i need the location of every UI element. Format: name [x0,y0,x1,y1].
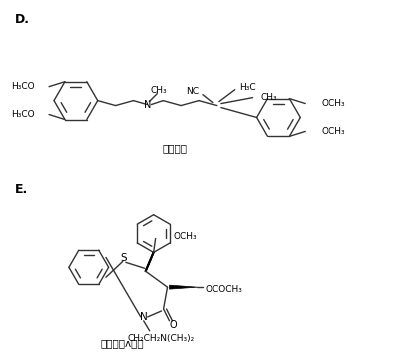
Text: OCH₃: OCH₃ [321,99,345,108]
Text: NC: NC [186,87,199,96]
Text: CH₂CH₂N(CH₃)₂: CH₂CH₂N(CH₃)₂ [128,334,195,343]
Text: OCOCH₃: OCOCH₃ [205,285,242,294]
Polygon shape [170,285,197,289]
Text: 地尔硫（ᴧ卑）: 地尔硫（ᴧ卑） [101,338,144,348]
Text: CH₃: CH₃ [261,93,277,102]
Text: N: N [144,100,151,110]
Text: CH₃: CH₃ [151,86,168,95]
Text: H₃CO: H₃CO [12,82,35,91]
Text: N: N [140,312,148,322]
Text: H₃C: H₃C [239,83,256,92]
Text: S: S [121,253,127,263]
Text: OCH₃: OCH₃ [321,127,345,136]
Text: OCH₃: OCH₃ [174,232,197,241]
Text: D.: D. [15,13,30,26]
Text: O: O [170,320,178,330]
Text: E.: E. [15,183,29,196]
Text: H₃CO: H₃CO [12,110,35,119]
Text: 维拉帕米: 维拉帕米 [163,143,188,153]
